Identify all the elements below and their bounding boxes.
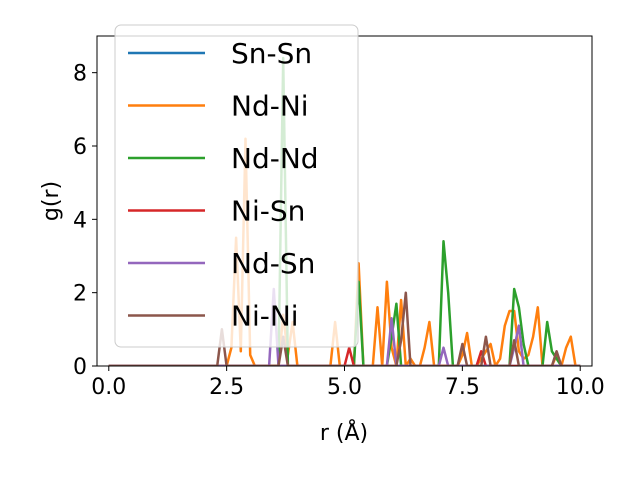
y-tick-label: 0: [73, 355, 87, 380]
x-axis: 0.0 2.5 5.0 7.5 10.0: [91, 366, 605, 400]
legend-label-nd-nd: Nd-Nd: [231, 142, 319, 175]
x-axis-label: r (Å): [320, 419, 368, 446]
legend-label-sn-sn: Sn-Sn: [231, 37, 312, 70]
legend-label-nd-sn: Nd-Sn: [231, 247, 315, 280]
y-tick-label: 6: [73, 135, 87, 160]
series-line-ni-ni: [108, 291, 581, 366]
x-tick-label: 7.5: [445, 375, 480, 400]
x-tick-label: 0.0: [91, 375, 126, 400]
x-tick-label: 5.0: [327, 375, 362, 400]
x-tick-label: 10.0: [556, 375, 605, 400]
legend: Sn-Sn Nd-Ni Nd-Nd Ni-Sn Nd-Sn Ni-Ni: [114, 24, 359, 348]
series-line-ni-sn: [108, 346, 581, 366]
x-tick-label: 2.5: [209, 375, 244, 400]
y-axis: 0 2 4 6 8: [73, 62, 97, 380]
y-tick-label: 2: [73, 282, 87, 307]
y-tick-label: 4: [73, 208, 87, 233]
legend-label-nd-ni: Nd-Ni: [231, 90, 309, 123]
y-axis-label: g(r): [39, 181, 64, 221]
y-tick-label: 8: [73, 62, 87, 87]
legend-label-ni-sn: Ni-Sn: [231, 195, 305, 228]
legend-label-ni-ni: Ni-Ni: [231, 300, 299, 333]
